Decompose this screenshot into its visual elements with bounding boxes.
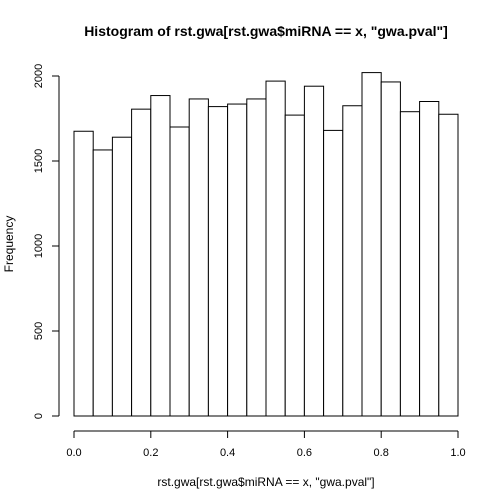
histogram-bar (361, 72, 382, 417)
y-tick-label: 1500 (33, 149, 45, 173)
y-tick-label: 1000 (33, 234, 45, 258)
histogram-bar (380, 81, 401, 417)
histogram-bar (92, 149, 113, 417)
histogram-bar (438, 113, 459, 417)
histogram-bar (419, 101, 440, 417)
histogram-bar (303, 85, 325, 417)
x-tick-label: 0.4 (220, 447, 235, 459)
histogram-bar (265, 80, 286, 417)
y-tick-label: 2000 (33, 64, 45, 88)
x-tick-label: 1.0 (450, 447, 465, 459)
chart-title: Histogram of rst.gwa[rst.gwa$miRNA == x,… (84, 23, 448, 39)
histogram-bar (399, 111, 421, 417)
bars-group (73, 72, 459, 417)
histogram-bar (111, 136, 133, 417)
x-tick-label: 0.2 (143, 447, 158, 459)
x-tick-label: 0.8 (374, 447, 389, 459)
histogram-bar (150, 95, 171, 417)
x-tick-label: 0.0 (66, 447, 81, 459)
y-tick-label: 0 (33, 413, 45, 419)
histogram-bar (227, 103, 248, 417)
y-axis: 0 500 1000 1500 2000 (33, 64, 60, 419)
histogram-bar (73, 130, 94, 417)
y-tick-label: 500 (33, 322, 45, 340)
x-axis-label: rst.gwa[rst.gwa$miRNA == x, "gwa.pval"] (157, 475, 374, 489)
x-tick-label: 0.6 (297, 447, 312, 459)
histogram-bar (169, 126, 190, 417)
histogram-bar (323, 129, 344, 417)
histogram-bar (342, 105, 363, 417)
histogram-bar (188, 98, 209, 417)
histogram-bar (207, 106, 229, 417)
histogram-bar (246, 98, 267, 417)
histogram-bar (131, 108, 152, 417)
x-axis: 0.0 0.2 0.4 0.6 0.8 1.0 (66, 430, 466, 459)
y-axis-label: Frequency (2, 216, 16, 273)
histogram-bar (284, 114, 305, 417)
